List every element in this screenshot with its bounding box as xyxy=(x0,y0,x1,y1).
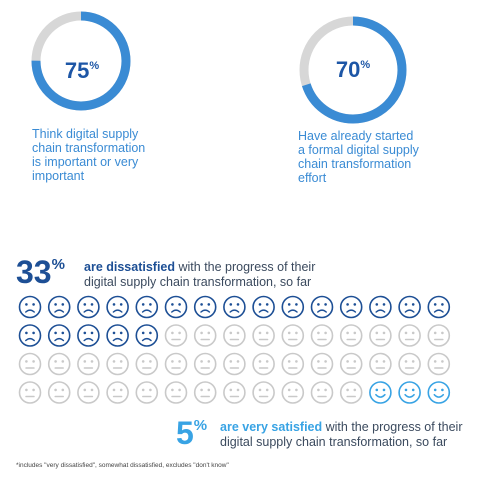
neutral-face-icon xyxy=(106,352,129,376)
neutral-face-icon xyxy=(339,381,363,404)
neutral-face-icon xyxy=(164,324,188,347)
sad-face-icon xyxy=(223,295,246,319)
neutral-face-icon xyxy=(223,352,246,376)
sad-face-icon xyxy=(135,324,159,347)
neutral-face-icon xyxy=(223,381,246,404)
sad-face-icon xyxy=(77,295,100,319)
sad-face-icon xyxy=(398,295,421,319)
neutral-face-icon xyxy=(135,352,159,376)
percent-sign: % xyxy=(89,60,100,72)
sad-face-icon xyxy=(106,295,129,319)
satisfied-bold: are very satisfied xyxy=(220,420,323,434)
neutral-face-icon xyxy=(281,352,305,376)
neutral-face-icon xyxy=(339,352,363,376)
stat-important-number: 75 xyxy=(64,58,90,83)
sad-face-icon xyxy=(281,295,305,319)
neutral-face-icon xyxy=(281,324,305,347)
dissatisfied-bold: are dissatisfied xyxy=(84,260,176,274)
satisfied-percent: 5% xyxy=(176,417,207,456)
neutral-face-icon xyxy=(77,352,100,376)
neutral-face-icon xyxy=(47,381,71,404)
sad-face-icon xyxy=(427,295,451,319)
satisfied-line-1: are very satisfied with the progress of … xyxy=(220,420,463,435)
neutral-face-icon xyxy=(252,381,275,404)
sad-face-icon xyxy=(18,324,42,347)
dissatisfied-percent: 33% xyxy=(16,256,65,295)
ring-fill-arc xyxy=(299,16,407,124)
sad-face-icon xyxy=(47,324,71,347)
caption-line: effort xyxy=(298,171,327,185)
sad-face-icon xyxy=(310,295,334,319)
neutral-face-icon xyxy=(135,381,159,404)
sad-face-icon xyxy=(252,295,275,319)
percent-sign: % xyxy=(51,256,65,273)
sad-face-icon xyxy=(369,295,392,319)
stat-started-value: 70% xyxy=(327,57,379,83)
neutral-face-icon xyxy=(252,352,275,376)
neutral-face-icon xyxy=(106,381,129,404)
neutral-face-icon xyxy=(369,324,392,347)
neutral-face-icon xyxy=(310,352,334,376)
satisfied-number: 5 xyxy=(176,415,194,451)
caption-line: Think digital supply xyxy=(32,127,139,141)
neutral-face-icon xyxy=(164,352,188,376)
caption-line: a formal digital supply xyxy=(298,143,419,157)
neutral-face-icon xyxy=(310,381,334,404)
neutral-face-icon xyxy=(339,324,363,347)
dissatisfied-rest: with the progress of their xyxy=(175,260,316,274)
satisfied-line-2: digital supply chain transformation, so … xyxy=(220,435,448,449)
dissatisfied-line-2: digital supply chain transformation, so … xyxy=(84,275,312,289)
satisfied-rest: with the progress of their xyxy=(322,420,463,434)
neutral-face-icon xyxy=(193,381,217,404)
stat-started-number: 70 xyxy=(335,57,361,82)
neutral-face-icon xyxy=(47,352,71,376)
neutral-face-icon xyxy=(398,324,421,347)
neutral-face-icon xyxy=(310,324,334,347)
happy-face-icon xyxy=(427,381,451,404)
sad-face-icon xyxy=(135,295,159,319)
neutral-face-icon xyxy=(427,324,451,347)
neutral-face-icon xyxy=(223,324,246,347)
neutral-face-icon xyxy=(193,352,217,376)
caption-line: Have already started xyxy=(298,129,414,143)
dissatisfied-line-1: are dissatisfied with the progress of th… xyxy=(84,260,315,275)
caption-line: important xyxy=(32,169,85,183)
caption-line: chain transformation xyxy=(32,141,146,155)
neutral-face-icon xyxy=(18,381,42,404)
stat-important-value: 75% xyxy=(56,58,108,84)
sad-face-icon xyxy=(106,324,129,347)
neutral-face-icon xyxy=(193,324,217,347)
caption-line: is important or very xyxy=(32,155,139,169)
footnote: *includes "very dissatisfied", somewhat … xyxy=(16,462,229,469)
ring-chart-important xyxy=(31,11,131,111)
neutral-face-icon xyxy=(281,381,305,404)
dissatisfied-number: 33 xyxy=(16,254,52,290)
sad-face-icon xyxy=(193,295,217,319)
percent-sign: % xyxy=(193,417,208,434)
sad-face-icon xyxy=(339,295,363,319)
sad-face-icon xyxy=(164,295,188,319)
neutral-face-icon xyxy=(164,381,188,404)
happy-face-icon xyxy=(398,381,421,404)
stat-important-caption: Think digital supply chain transformatio… xyxy=(32,127,145,183)
satisfied-text: are very satisfied with the progress of … xyxy=(220,420,463,450)
stat-started-caption: Have already started a formal digital su… xyxy=(298,129,419,185)
ring-fill-arc xyxy=(31,11,131,111)
sad-face-icon xyxy=(77,324,100,347)
neutral-face-icon xyxy=(369,352,392,376)
dissatisfied-text: are dissatisfied with the progress of th… xyxy=(84,260,315,290)
neutral-face-icon xyxy=(427,352,451,376)
happy-face-icon xyxy=(369,381,392,404)
neutral-face-icon xyxy=(252,324,275,347)
sad-face-icon xyxy=(47,295,71,319)
percent-sign: % xyxy=(360,59,371,71)
neutral-face-icon xyxy=(77,381,100,404)
neutral-face-icon xyxy=(398,352,421,376)
neutral-face-icon xyxy=(18,352,42,376)
sad-face-icon xyxy=(18,295,42,319)
ring-chart-started xyxy=(299,16,407,124)
caption-line: chain transformation xyxy=(298,157,412,171)
